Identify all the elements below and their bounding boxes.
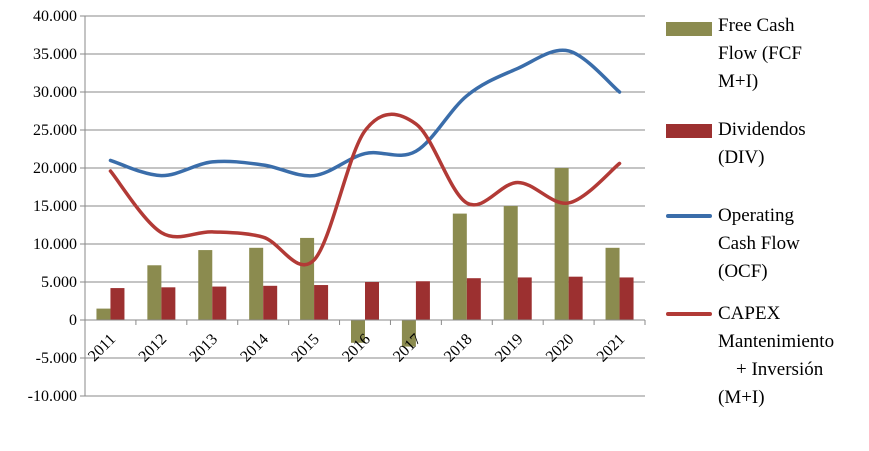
x-tick-label: 2018 xyxy=(441,331,476,366)
y-tick-label: 25.000 xyxy=(33,122,77,139)
legend-swatch-capex xyxy=(666,312,712,316)
x-tick-label: 2016 xyxy=(339,331,374,366)
bar xyxy=(161,287,176,320)
x-tick-label: 2014 xyxy=(237,331,272,366)
y-tick-label: 40.000 xyxy=(33,8,77,25)
bar xyxy=(401,320,416,347)
x-tick-label: 2020 xyxy=(543,331,578,366)
series-lines xyxy=(108,48,622,267)
series-line xyxy=(108,48,622,178)
y-tick-label: -5.000 xyxy=(36,350,77,367)
x-tick-label: 2011 xyxy=(85,331,119,365)
x-tick-label: 2019 xyxy=(492,331,527,366)
bar xyxy=(110,288,125,320)
legend-label-line: CAPEX xyxy=(718,303,781,324)
bar xyxy=(503,206,518,320)
bar xyxy=(263,285,278,320)
legend-label-line: (M+I) xyxy=(718,387,765,408)
legend-label-line: Cash Flow xyxy=(718,233,800,254)
axes xyxy=(84,16,645,396)
legend-label-line: M+I) xyxy=(718,71,759,92)
x-tick-label: 2017 xyxy=(390,331,425,366)
bar xyxy=(351,320,365,343)
legend-label-line: Flow (FCF xyxy=(718,43,802,64)
legend-item-ocf: Operating Cash Flow (OCF) xyxy=(666,202,869,286)
bar xyxy=(96,308,111,320)
y-tick-label: 15.000 xyxy=(33,198,77,215)
bar xyxy=(554,168,569,320)
legend-label-line: Free Cash xyxy=(718,15,795,36)
bar xyxy=(619,277,634,320)
bar xyxy=(300,237,315,320)
legend-item-fcf: Free Cash Flow (FCF M+I) xyxy=(666,12,869,94)
bar xyxy=(452,213,467,320)
y-tick-label: 35.000 xyxy=(33,46,77,63)
bar xyxy=(415,281,430,320)
bar xyxy=(314,285,329,320)
y-tick-label: 30.000 xyxy=(33,84,77,101)
x-tick-label: 2021 xyxy=(594,331,629,366)
bar xyxy=(212,286,227,320)
bars xyxy=(96,168,634,347)
legend: Free Cash Flow (FCF M+I) Dividendos (DIV… xyxy=(666,12,869,412)
legend-label-line: Operating xyxy=(718,205,794,226)
y-tick-label: 20.000 xyxy=(33,160,77,177)
legend-label-line: (DIV) xyxy=(718,147,765,168)
y-tick-label: 5.000 xyxy=(41,274,77,291)
series-line xyxy=(108,112,622,267)
y-tick-label: 0 xyxy=(69,312,77,329)
legend-label-line: + Inversión xyxy=(736,359,824,380)
legend-item-capex: CAPEX Mantenimiento + Inversión (M+I) xyxy=(666,300,869,412)
y-axis: -10.000 -5.000 0 5.000 10.000 15.000 20.000 25.… xyxy=(28,8,85,405)
bar xyxy=(198,250,213,320)
legend-label-line: (OCF) xyxy=(718,261,768,282)
bar xyxy=(147,265,162,320)
bar xyxy=(568,276,583,320)
legend-swatch-fcf xyxy=(666,22,712,36)
bar xyxy=(365,282,379,320)
y-tick-label: 10.000 xyxy=(33,236,77,253)
legend-swatch-ocf xyxy=(666,214,712,218)
y-tick-label: -10.000 xyxy=(28,388,77,405)
bar xyxy=(249,247,264,320)
legend-item-div: Dividendos (DIV) xyxy=(666,116,869,172)
legend-label-line: Dividendos xyxy=(718,119,806,140)
legend-swatch-div xyxy=(666,124,712,138)
bar xyxy=(466,278,481,320)
x-tick-label: 2015 xyxy=(288,331,323,366)
x-tick-label: 2012 xyxy=(136,331,171,366)
bar xyxy=(517,277,532,320)
x-tick-label: 2013 xyxy=(186,331,221,366)
legend-label-line: Mantenimiento xyxy=(718,331,835,352)
bar xyxy=(605,247,620,320)
